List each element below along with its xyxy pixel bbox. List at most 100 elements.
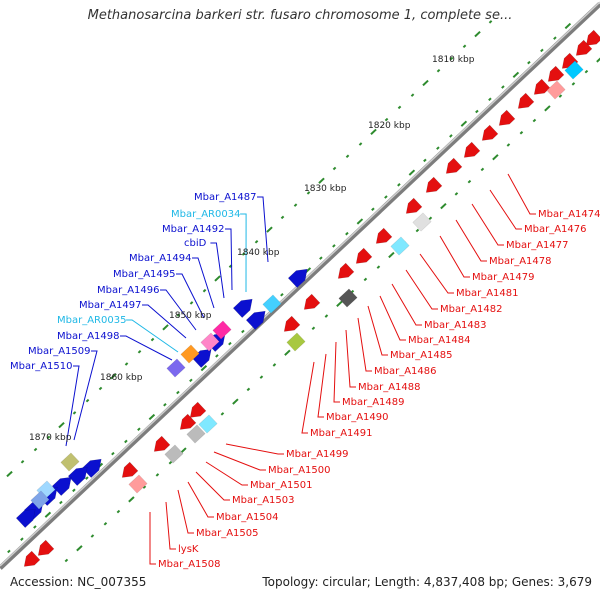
forward-gene-label: Mbar_AR0035	[57, 315, 126, 326]
reverse-gene-arrow-shape	[337, 262, 355, 279]
feature-block	[186, 424, 206, 444]
tick-mark	[20, 537, 24, 541]
forward-gene-arrow	[245, 310, 266, 330]
tick-mark	[415, 228, 420, 233]
reverse-gene-label: Mbar_A1500	[268, 465, 331, 476]
tick-mark	[228, 341, 232, 346]
tick-mark	[232, 398, 239, 405]
scale-label: 1810 kbp	[432, 55, 475, 65]
reverse-gene-arrow	[547, 65, 565, 82]
tick-mark	[488, 20, 493, 24]
tick-mark	[103, 522, 108, 526]
feature-block-shape	[286, 332, 306, 352]
tick-mark	[293, 203, 298, 207]
feature-block	[128, 474, 148, 494]
feature-block-shape	[128, 474, 148, 494]
reverse-gene-label: Mbar_A1501	[250, 480, 313, 491]
tick-mark	[506, 143, 511, 147]
tick-mark	[137, 350, 142, 354]
leader-line	[257, 196, 269, 263]
leader-line	[419, 253, 454, 294]
feature-block	[212, 320, 232, 340]
tick-mark	[254, 240, 259, 244]
reverse-gene-label: Mbar_A1485	[390, 350, 453, 361]
tick-mark	[428, 216, 433, 221]
leader-line	[455, 219, 487, 262]
tick-mark	[358, 142, 363, 146]
scale-labels: 1810 kbp 1820 kbp 1830 kbp 1840 kbp 1850 kbp…	[29, 55, 475, 443]
reverse-gene-label: lysK	[178, 544, 199, 555]
reverse-gene-label: Mbar_A1499	[286, 449, 349, 460]
tick-mark	[527, 60, 531, 65]
reverse-gene-label: Mbar_A1482	[440, 304, 503, 315]
tick-mark	[564, 22, 572, 30]
tick-mark	[422, 79, 429, 87]
tick-mark	[85, 476, 89, 480]
tick-mark	[150, 337, 155, 342]
tick-mark	[241, 252, 246, 256]
scale-label: 1850 kbp	[169, 311, 212, 321]
tick-mark	[124, 362, 129, 366]
reverse-gene-arrow	[481, 124, 499, 141]
forward-gene-arrow-shape	[51, 476, 72, 496]
genome-summary: Topology: circular; Length: 4,837,408 bp…	[262, 575, 592, 589]
leader-line	[65, 365, 80, 447]
scale-label: 1820 kbp	[368, 121, 411, 131]
tick-mark	[584, 69, 589, 74]
leader-line	[489, 189, 522, 230]
leader-line	[126, 319, 179, 353]
leader-line	[333, 341, 340, 403]
tick-mark	[142, 485, 147, 489]
tick-mark	[488, 97, 492, 102]
reverse-gene-arrow	[121, 461, 139, 478]
feature-block-shape	[212, 320, 232, 340]
tick-mark	[423, 158, 427, 163]
reverse-gene-arrow-shape	[517, 92, 535, 109]
reverse-gene-label: Mbar_A1483	[424, 320, 487, 331]
feature-block-shape	[338, 288, 358, 308]
label-leader-lines	[65, 173, 536, 565]
tick-mark	[596, 57, 600, 63]
reverse-gene-arrow	[37, 539, 55, 556]
forward-gene-label: Mbar_A1492	[162, 224, 225, 235]
feature-block	[164, 444, 184, 464]
forward-gene-label: Mbar_A1509	[28, 346, 91, 357]
tick-mark	[215, 354, 219, 358]
leader-line	[471, 203, 504, 246]
reverse-gene-label: Mbar_A1476	[524, 224, 587, 235]
forward-gene-arrow-shape	[81, 458, 102, 478]
reverse-gene-arrow	[355, 247, 373, 264]
gene-features	[15, 29, 600, 567]
leader-line	[149, 512, 156, 565]
tick-mark	[519, 131, 524, 135]
tick-mark	[324, 314, 329, 318]
tick-mark	[272, 363, 277, 367]
tick-mark	[90, 534, 95, 538]
leader-line	[213, 451, 266, 471]
leader-line	[367, 305, 388, 356]
leader-line	[165, 501, 176, 550]
reverse-gene-label: Mbar_A1474	[538, 209, 600, 220]
tick-mark	[7, 549, 11, 554]
leader-line	[142, 304, 187, 339]
tick-mark	[460, 120, 468, 127]
feature-block	[30, 490, 50, 510]
reverse-gene-arrow-shape	[355, 247, 373, 264]
leader-line	[240, 213, 247, 293]
tick-mark	[124, 439, 128, 444]
gene-labels: Mbar_A1487 Mbar_AR0034 Mbar_A1492 cbiD Mbar_…	[10, 192, 600, 570]
tick-mark	[72, 411, 77, 415]
feature-block-shape	[564, 60, 584, 80]
tick-mark	[280, 215, 285, 220]
reverse-gene-label: Mbar_A1484	[408, 335, 471, 346]
reverse-gene-arrow-shape	[283, 315, 301, 332]
feature-block-shape	[546, 80, 566, 100]
reverse-gene-arrow	[153, 435, 171, 452]
reverse-gene-arrow-shape	[37, 539, 55, 556]
reverse-gene-arrow-shape	[189, 401, 207, 418]
tick-mark	[33, 447, 38, 452]
tick-mark	[336, 300, 343, 307]
forward-gene-arrow	[67, 466, 88, 486]
tick-mark	[116, 509, 121, 514]
reverse-gene-label: Mbar_A1490	[326, 412, 389, 423]
